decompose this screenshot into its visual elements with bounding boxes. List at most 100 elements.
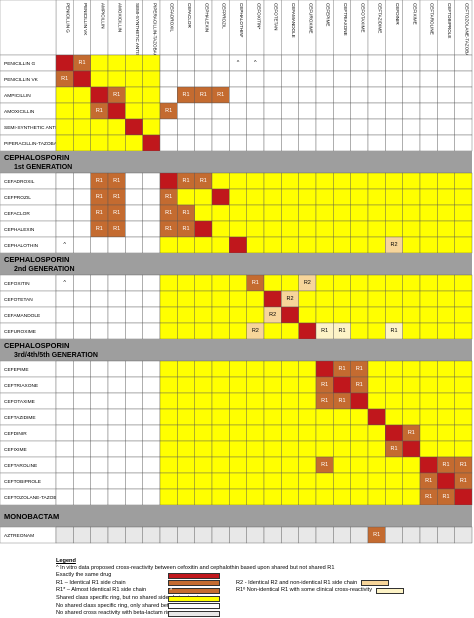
grid-cell xyxy=(177,360,195,378)
grid-cell xyxy=(281,102,299,120)
grid-cell xyxy=(229,322,247,340)
grid-cell xyxy=(367,54,386,72)
grid-cell xyxy=(90,440,109,458)
column-header-label: CEFTOBIPROLE xyxy=(447,3,452,38)
grid-cell xyxy=(454,274,473,292)
grid-cell xyxy=(125,86,143,104)
cell-mark: R1 xyxy=(182,178,189,184)
grid-cell xyxy=(73,134,91,152)
cell-mark: R1 xyxy=(96,108,103,114)
grid-cell xyxy=(90,526,109,544)
grid-cell xyxy=(454,290,473,308)
grid-cell xyxy=(385,456,403,474)
grid-cell xyxy=(402,86,421,104)
grid-cell xyxy=(229,306,247,324)
grid-cell xyxy=(159,376,178,394)
grid-cell xyxy=(454,408,473,426)
grid-cell xyxy=(402,322,421,340)
grid-cell xyxy=(281,70,299,88)
row-label: AMOXICILLIN xyxy=(4,109,35,115)
column-header-label: CEFTOZOLANE-TAZOBACTAM xyxy=(464,3,469,69)
grid-cell xyxy=(298,172,317,190)
grid-cell xyxy=(281,376,299,394)
grid-cell xyxy=(142,70,161,88)
grid-cell xyxy=(385,424,403,442)
row-label: CEFPROZIL xyxy=(4,195,31,201)
row-label: SEMI-SYNTHETIC ANTISTAPH PEN xyxy=(4,125,84,131)
grid-cell xyxy=(194,306,213,324)
grid-cell xyxy=(107,306,126,324)
cell-mark: R1 xyxy=(61,76,68,82)
grid-cell xyxy=(263,456,282,474)
grid-cell xyxy=(350,456,369,474)
column-header-label: AMPICILLIN xyxy=(100,3,105,29)
grid-cell xyxy=(333,424,351,442)
grid-cell xyxy=(229,70,247,88)
grid-cell xyxy=(385,274,403,292)
cell-mark: ^ xyxy=(237,60,240,66)
grid-cell xyxy=(437,274,455,292)
grid-cell xyxy=(159,488,178,506)
row-label: PENICILLIN G xyxy=(4,61,35,67)
grid-cell xyxy=(229,488,247,506)
grid-cell xyxy=(263,236,282,254)
grid-cell xyxy=(194,134,213,152)
grid-cell xyxy=(229,220,247,238)
cell-mark: R1 xyxy=(321,398,328,404)
grid-cell xyxy=(367,102,386,120)
grid-cell xyxy=(333,274,351,292)
grid-cell xyxy=(194,70,213,88)
grid-cell xyxy=(125,172,143,190)
grid-cell xyxy=(367,274,386,292)
grid-cell xyxy=(315,54,334,72)
legend-title: Legend xyxy=(56,558,76,564)
row-label: CEFDINIR xyxy=(4,431,27,437)
grid-cell xyxy=(281,424,299,442)
grid-cell xyxy=(350,472,369,490)
grid-cell xyxy=(350,526,369,544)
grid-cell xyxy=(350,424,369,442)
grid-cell xyxy=(350,172,369,190)
grid-cell xyxy=(177,526,195,544)
cell-mark: R1 xyxy=(338,398,345,404)
cell-mark: R1 xyxy=(321,462,328,468)
grid-cell xyxy=(350,488,369,506)
grid-cell xyxy=(281,188,299,206)
grid-cell xyxy=(159,322,178,340)
grid-cell xyxy=(55,102,74,120)
grid-cell xyxy=(194,290,213,308)
grid-cell xyxy=(90,306,109,324)
grid-cell xyxy=(402,172,421,190)
grid-cell xyxy=(177,306,195,324)
grid-cell xyxy=(55,456,74,474)
grid-cell xyxy=(107,102,126,120)
grid-cell xyxy=(125,188,143,206)
cell-mark: R1 xyxy=(96,194,103,200)
grid-cell xyxy=(281,54,299,72)
grid-cell xyxy=(385,360,403,378)
row-label: CEFOTETAN xyxy=(4,297,33,303)
grid-cell xyxy=(229,274,247,292)
grid-cell xyxy=(107,488,126,506)
grid-cell xyxy=(73,392,91,410)
grid-cell xyxy=(367,440,386,458)
grid-cell xyxy=(385,526,403,544)
grid-cell xyxy=(385,220,403,238)
grid-cell xyxy=(246,172,265,190)
grid-cell xyxy=(315,472,334,490)
grid-cell xyxy=(281,274,299,292)
grid-cell xyxy=(315,204,334,222)
grid-cell xyxy=(333,376,351,394)
grid-cell xyxy=(73,172,91,190)
grid-cell xyxy=(211,456,230,474)
legend-swatch xyxy=(168,595,220,602)
grid-cell xyxy=(159,472,178,490)
cell-mark: R1 xyxy=(200,178,207,184)
grid-cell xyxy=(402,188,421,206)
grid-cell xyxy=(159,440,178,458)
grid-cell xyxy=(419,526,438,544)
grid-cell xyxy=(73,70,91,88)
grid-cell xyxy=(229,236,247,254)
grid-cell xyxy=(142,118,161,136)
grid-cell xyxy=(73,86,91,104)
